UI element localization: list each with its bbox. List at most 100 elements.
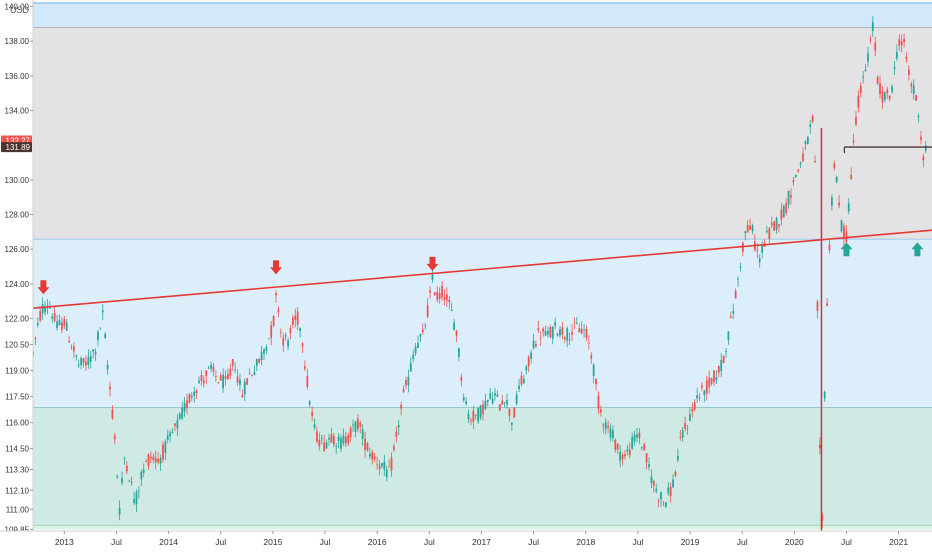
candle-body xyxy=(104,334,107,339)
candle-body xyxy=(530,352,533,359)
y-tick-label: 136.00 xyxy=(5,72,30,81)
candle-body xyxy=(320,438,323,440)
x-axis[interactable]: 2013 Jul 2014 Jul 2015 Jul 2016 Jul 2017 Jul 2018 J… xyxy=(0,530,932,550)
y-tick-label: 138.00 xyxy=(5,37,30,46)
candle-body xyxy=(739,266,742,268)
candle-body xyxy=(234,369,237,371)
candle-body xyxy=(378,465,381,469)
candle-body xyxy=(602,424,605,426)
candle-body xyxy=(920,136,922,140)
candle-body xyxy=(486,399,489,402)
candle-body xyxy=(496,394,499,397)
candle-body xyxy=(830,197,833,206)
candle-body xyxy=(265,346,268,351)
candle-body xyxy=(414,346,417,354)
candle-body xyxy=(85,361,87,366)
candle-body xyxy=(330,434,333,443)
candle-body xyxy=(626,449,629,452)
candle-body xyxy=(352,424,354,426)
candle-body xyxy=(222,374,224,389)
candle-body xyxy=(270,325,273,338)
candle-body xyxy=(859,85,862,93)
candle-body xyxy=(198,380,200,383)
candle-body xyxy=(51,316,54,319)
candle-body xyxy=(489,393,492,399)
candle-body xyxy=(282,337,285,346)
candle-body xyxy=(99,327,102,329)
price-zone xyxy=(33,27,932,239)
x-tick-label: 2016 xyxy=(368,537,387,547)
candle-body xyxy=(561,327,564,335)
candle-body xyxy=(587,342,590,344)
x-tick-label: 2017 xyxy=(472,537,491,547)
candle-body xyxy=(390,457,393,471)
candle-body xyxy=(681,430,684,438)
candle-body xyxy=(907,69,910,76)
x-tick-label: 2020 xyxy=(785,537,804,547)
candle-body xyxy=(607,425,610,428)
candle-body xyxy=(82,358,85,363)
candle-body xyxy=(612,430,614,439)
x-tick-label: 2018 xyxy=(576,537,595,547)
candle-body xyxy=(56,321,58,329)
candle-body xyxy=(852,140,855,143)
y-tick-label: 140.00 xyxy=(5,2,30,11)
candle-body xyxy=(202,380,205,384)
candle-body xyxy=(128,480,131,482)
candle-body xyxy=(36,323,39,326)
candle-body xyxy=(797,169,800,172)
candle-body xyxy=(164,441,167,453)
candle-body xyxy=(145,461,147,462)
candle-body xyxy=(284,335,287,337)
candle-body xyxy=(166,435,169,440)
candle-body xyxy=(152,456,155,461)
candle-body xyxy=(402,389,405,392)
candle-body xyxy=(171,432,174,434)
down-arrow-icon xyxy=(426,256,439,271)
up-arrow-icon xyxy=(840,242,853,257)
candle-body xyxy=(299,328,302,331)
candle-body xyxy=(792,180,795,183)
candle-body xyxy=(871,22,874,31)
candle-body xyxy=(811,115,814,123)
candle-body xyxy=(253,371,256,375)
y-tick-label: 114.50 xyxy=(5,445,29,454)
candle-body xyxy=(479,404,482,418)
candle-body xyxy=(840,220,843,232)
candle-body xyxy=(239,379,241,386)
candle-body xyxy=(344,436,347,444)
candle-body xyxy=(667,487,670,494)
up-arrow-icon xyxy=(911,242,924,257)
candle-body xyxy=(316,431,318,442)
candle-body xyxy=(498,404,501,411)
candle-body xyxy=(537,328,540,331)
candle-body xyxy=(80,357,83,366)
candle-body xyxy=(717,365,720,374)
candle-body xyxy=(616,443,619,450)
candle-body xyxy=(383,461,386,470)
candle-body xyxy=(876,77,879,84)
candle-body xyxy=(178,413,181,420)
candle-body xyxy=(248,373,251,375)
candle-body xyxy=(125,466,128,472)
candle-body xyxy=(467,414,470,420)
candle-body xyxy=(291,317,294,326)
candle-body xyxy=(888,95,891,99)
candle-body xyxy=(857,95,860,108)
candle-body xyxy=(583,329,585,331)
candle-body xyxy=(465,401,468,405)
candle-body xyxy=(433,292,436,295)
candle-body xyxy=(39,311,42,321)
candle-body xyxy=(547,331,549,335)
y-axis[interactable]: 140.00 138.00 136.00 134.00 130.00 128.00 126.… xyxy=(0,0,34,550)
candle-body xyxy=(698,397,701,399)
candle-body xyxy=(744,231,747,234)
candle-body xyxy=(527,357,530,367)
candle-body xyxy=(306,376,309,387)
candle-body xyxy=(575,323,578,325)
candle-body xyxy=(130,482,133,484)
candle-body xyxy=(101,310,104,313)
candle-body xyxy=(255,359,258,366)
candle-body xyxy=(590,355,593,359)
